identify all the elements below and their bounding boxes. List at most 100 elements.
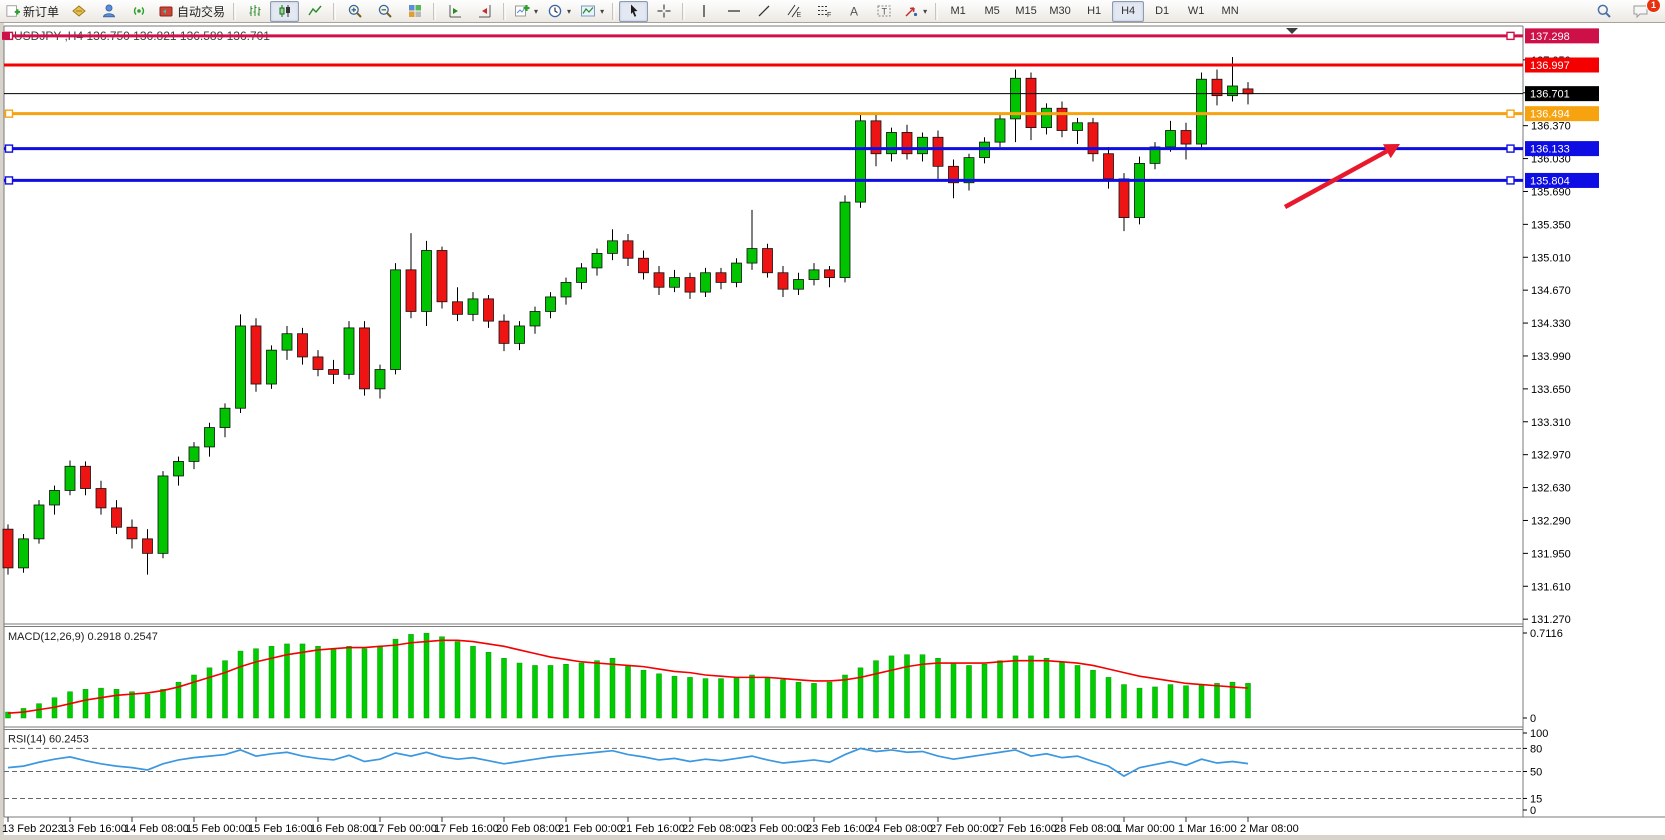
price-line-136.494[interactable] bbox=[4, 109, 1523, 118]
bar-chart-button[interactable] bbox=[240, 1, 269, 22]
text-button[interactable]: A bbox=[839, 1, 868, 22]
new-chart-button[interactable]: ▾ bbox=[510, 1, 542, 22]
candlestick-chart-button[interactable] bbox=[270, 0, 300, 22]
svg-text:16 Feb 08:00: 16 Feb 08:00 bbox=[310, 823, 375, 835]
shift-chart-end-button[interactable] bbox=[440, 1, 469, 22]
toolbar-separator bbox=[233, 2, 237, 20]
indicator-list-button[interactable]: ▾ bbox=[576, 1, 608, 22]
text-icon: A bbox=[846, 3, 862, 19]
shift-chart-button[interactable] bbox=[470, 1, 499, 22]
period-clock-button[interactable]: ▾ bbox=[543, 1, 575, 22]
horizontal-line-icon bbox=[726, 3, 742, 19]
text-label-icon: T bbox=[876, 3, 892, 19]
zoom-in-button[interactable] bbox=[340, 1, 369, 22]
zoom-in-icon bbox=[347, 3, 363, 19]
timeframe-button-h1[interactable]: H1 bbox=[1087, 5, 1102, 17]
line-chart-button[interactable] bbox=[300, 1, 329, 22]
text-label-button[interactable]: T bbox=[869, 1, 898, 22]
new-order-button[interactable]: 新订单 bbox=[2, 1, 63, 22]
svg-text:0: 0 bbox=[1530, 805, 1536, 817]
svg-text:13 Feb 2023: 13 Feb 2023 bbox=[2, 823, 64, 835]
ledger-button[interactable] bbox=[64, 1, 93, 22]
svg-text:15: 15 bbox=[1530, 793, 1542, 805]
price-line-136.133[interactable] bbox=[4, 144, 1523, 153]
candlestick-chart-icon bbox=[277, 3, 293, 19]
cursor-button[interactable] bbox=[619, 0, 649, 22]
price-line-135.804[interactable] bbox=[4, 176, 1523, 185]
macd-label: MACD(12,26,9) 0.2918 0.2547 bbox=[8, 631, 158, 643]
timeframe-button-mn[interactable]: MN bbox=[1221, 5, 1239, 17]
zoom-out-button[interactable] bbox=[370, 1, 399, 22]
toolbar-separator bbox=[935, 2, 939, 20]
fibonacci-button[interactable]: F bbox=[809, 1, 838, 22]
search-icon bbox=[1596, 3, 1612, 19]
trend-arrow[interactable] bbox=[1283, 144, 1400, 209]
new-order-icon bbox=[6, 4, 20, 18]
svg-text:134.670: 134.670 bbox=[1531, 285, 1571, 297]
svg-text:1 Mar 16:00: 1 Mar 16:00 bbox=[1178, 823, 1237, 835]
arrow-shapes-icon bbox=[903, 3, 919, 19]
svg-text:2 Mar 08:00: 2 Mar 08:00 bbox=[1240, 823, 1299, 835]
svg-text:23 Feb 16:00: 23 Feb 16:00 bbox=[806, 823, 871, 835]
horizontal-line-button[interactable] bbox=[719, 1, 748, 22]
bar-chart-icon bbox=[247, 3, 263, 19]
svg-text:131.610: 131.610 bbox=[1531, 581, 1571, 593]
candlesticks bbox=[2, 56, 1254, 575]
autotrade-button[interactable]: 自动交易 bbox=[154, 1, 229, 22]
price-badge-136.997: 136.997 bbox=[1525, 57, 1599, 73]
svg-text:136.701: 136.701 bbox=[1530, 89, 1570, 101]
chat-badge: 1 bbox=[1646, 0, 1661, 13]
chart-window: USDJPY ,H4 136.750 136.821 136.589 136.7… bbox=[0, 23, 1665, 840]
price-badge-135.804: 135.804 bbox=[1525, 172, 1599, 188]
svg-text:131.950: 131.950 bbox=[1531, 548, 1571, 560]
svg-text:17 Feb 00:00: 17 Feb 00:00 bbox=[372, 823, 437, 835]
zoom-out-icon bbox=[377, 3, 393, 19]
chart-canvas[interactable]: USDJPY ,H4 136.750 136.821 136.589 136.7… bbox=[0, 23, 1665, 840]
new-order-label: 新订单 bbox=[23, 4, 60, 19]
timeframe-button-m30[interactable]: M30 bbox=[1049, 5, 1071, 17]
rsi-panel: RSI(14) 60.2453 100 80 50 150 bbox=[4, 728, 1548, 817]
chat-button[interactable]: 1 bbox=[1626, 0, 1661, 22]
toolbar-separator bbox=[333, 2, 337, 20]
timeframe-button-m15[interactable]: M15 bbox=[1015, 5, 1037, 17]
timeframe-button-d1[interactable]: D1 bbox=[1155, 5, 1170, 17]
tile-windows-icon bbox=[407, 3, 423, 19]
price-badge-136.133: 136.133 bbox=[1525, 141, 1599, 157]
svg-text:135.804: 135.804 bbox=[1530, 175, 1570, 187]
svg-text:24 Feb 08:00: 24 Feb 08:00 bbox=[868, 823, 933, 835]
panel-borders bbox=[3, 25, 1665, 818]
timeframe-button-m1[interactable]: M1 bbox=[950, 5, 966, 17]
timeframe-button-h4[interactable]: H4 bbox=[1112, 0, 1145, 22]
dropdown-arrow: ▾ bbox=[923, 6, 928, 16]
trendline-button[interactable] bbox=[749, 1, 778, 22]
svg-text:132.970: 132.970 bbox=[1531, 450, 1571, 462]
chart-shift-marker[interactable] bbox=[1286, 28, 1298, 34]
timeframe-button-w1[interactable]: W1 bbox=[1187, 5, 1205, 17]
arrow-shapes-button[interactable]: ▾ bbox=[899, 1, 931, 22]
svg-text:136.370: 136.370 bbox=[1531, 121, 1571, 133]
svg-text:T: T bbox=[881, 7, 887, 17]
vertical-line-button[interactable] bbox=[689, 1, 718, 22]
toolbar-separator bbox=[433, 2, 437, 20]
period-clock-icon bbox=[547, 3, 563, 19]
crosshair-icon bbox=[656, 3, 672, 19]
signal-button[interactable] bbox=[124, 1, 153, 22]
svg-text:133.310: 133.310 bbox=[1531, 417, 1571, 429]
line-chart-icon bbox=[307, 3, 323, 19]
svg-text:136.997: 136.997 bbox=[1530, 60, 1570, 72]
shift-chart-end-icon bbox=[447, 3, 463, 19]
equidistant-channel-button[interactable]: E bbox=[779, 1, 808, 22]
line-anchor-handle[interactable] bbox=[2, 31, 10, 40]
tile-windows-button[interactable] bbox=[400, 1, 429, 22]
svg-text:136.030: 136.030 bbox=[1531, 154, 1571, 166]
svg-text:135.010: 135.010 bbox=[1531, 252, 1571, 264]
svg-text:F: F bbox=[827, 12, 831, 19]
crosshair-button[interactable] bbox=[649, 1, 678, 22]
search-button[interactable] bbox=[1589, 1, 1618, 22]
svg-text:50: 50 bbox=[1530, 767, 1542, 779]
svg-text:136.494: 136.494 bbox=[1530, 109, 1570, 121]
timeframe-button-m5[interactable]: M5 bbox=[984, 5, 1000, 17]
svg-text:27 Feb 00:00: 27 Feb 00:00 bbox=[930, 823, 995, 835]
profile-button[interactable] bbox=[94, 1, 123, 22]
svg-text:134.330: 134.330 bbox=[1531, 318, 1571, 330]
